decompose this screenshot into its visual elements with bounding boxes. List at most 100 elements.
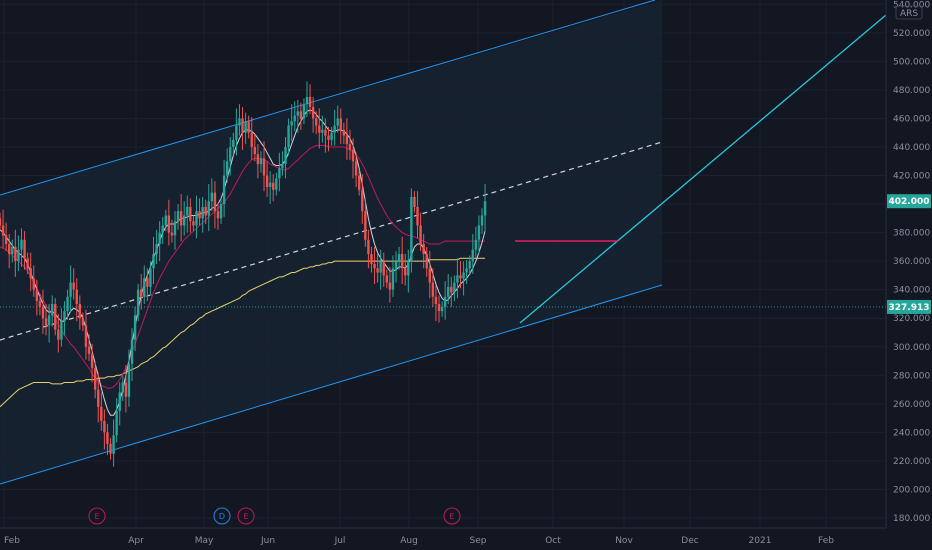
candle-body — [434, 296, 438, 304]
candle-body — [161, 225, 164, 233]
candle-body — [54, 303, 57, 330]
candle-body — [84, 325, 88, 347]
candle-body — [232, 139, 235, 147]
candle-body — [336, 118, 339, 126]
candle-body — [63, 311, 66, 322]
candle-body — [241, 118, 244, 133]
candle-body — [118, 392, 121, 411]
candle-body — [66, 296, 69, 312]
candle-body — [379, 261, 382, 273]
candle-body — [72, 282, 75, 290]
event-marker — [443, 507, 461, 525]
x-axis[interactable]: Feb Apr May Jun Jul Aug Sep Oct Nov Dec 2021 Feb — [4, 536, 834, 546]
candle-body — [354, 161, 358, 176]
candle-body — [357, 175, 361, 190]
event-label: E — [243, 512, 248, 521]
y-tick-label: 300.000 — [893, 343, 930, 353]
candle-body — [93, 368, 97, 390]
candle-body — [437, 303, 441, 312]
candle-body — [391, 268, 395, 290]
y-tick-label: 240.000 — [893, 428, 930, 438]
candle-body — [400, 254, 404, 269]
candle-body — [293, 115, 296, 122]
candle-body — [198, 211, 201, 219]
price-badges: 402.000 327.913 — [887, 194, 931, 314]
candle-body — [462, 272, 465, 279]
candle-body — [407, 261, 410, 276]
candle-body — [247, 121, 250, 133]
candle-body — [281, 164, 284, 169]
x-tick-label: Jul — [334, 536, 346, 546]
candle-body — [308, 97, 312, 108]
candle-body — [97, 389, 100, 407]
candles — [0, 81, 487, 467]
candle-body — [453, 282, 456, 293]
candle-body — [278, 168, 281, 179]
last-price-badge-bg — [887, 194, 931, 209]
candle-body — [256, 154, 260, 165]
candle-body — [296, 111, 299, 116]
candle-body — [480, 215, 484, 226]
candle-body — [305, 97, 309, 105]
y-axis-panel — [886, 0, 932, 528]
candle-body — [302, 104, 306, 119]
candle-body — [416, 206, 419, 226]
candle-body — [26, 258, 29, 269]
candle-body — [57, 329, 60, 340]
candle-body — [244, 121, 247, 133]
candle-body — [152, 254, 155, 269]
candle-body — [127, 363, 131, 397]
event-label: D — [219, 512, 225, 521]
x-axis-panel — [0, 528, 932, 550]
candle-body — [106, 432, 109, 444]
y-tick-label: 180.000 — [893, 514, 930, 524]
candle-body — [364, 211, 367, 240]
candle-body — [275, 178, 278, 190]
x-tick-label: May — [195, 536, 214, 546]
candle-body — [431, 282, 435, 297]
candle-body — [422, 244, 425, 255]
candle-body — [361, 189, 364, 212]
candle-body — [192, 221, 195, 226]
support-trend-line[interactable] — [519, 14, 887, 324]
candle-body — [133, 315, 137, 340]
candle-body — [179, 211, 183, 226]
channel-upper-line[interactable] — [0, 0, 656, 196]
candle-body — [225, 161, 229, 176]
candle-body — [60, 321, 63, 340]
candle-body — [173, 221, 177, 236]
candle-body — [425, 254, 428, 269]
ma-mid-line — [0, 145, 486, 389]
candle-body — [90, 353, 94, 369]
candle-body — [146, 278, 149, 287]
y-tick-label: 260.000 — [893, 400, 930, 410]
candle-body — [370, 254, 373, 264]
candle-body — [1, 225, 5, 236]
y-tick-label: 440.000 — [893, 143, 930, 153]
candle-body — [284, 146, 287, 165]
candle-body — [345, 135, 349, 145]
candle-body — [483, 201, 487, 216]
candle-body — [348, 144, 352, 150]
y-tick-label: 420.000 — [893, 172, 930, 182]
y-axis[interactable]: 540.000 520.000 500.000 480.000 460.000 440.0… — [893, 0, 930, 524]
candle-body — [0, 218, 2, 226]
candle-body — [471, 249, 474, 262]
candle-body — [339, 118, 342, 130]
candle-body — [229, 146, 232, 162]
candle-body — [459, 275, 462, 279]
y-tick-label: 380.000 — [893, 229, 930, 239]
candle-body — [311, 107, 315, 119]
candle-body — [235, 125, 238, 140]
candle-body — [149, 268, 152, 287]
candle-body — [158, 232, 161, 245]
candle-body — [14, 246, 17, 262]
channel-mid-line[interactable] — [0, 141, 663, 341]
candle-body — [265, 175, 269, 187]
candle-body — [318, 125, 321, 133]
candle-body — [299, 111, 303, 119]
currency-badge[interactable] — [895, 5, 923, 20]
candle-body — [81, 318, 85, 326]
